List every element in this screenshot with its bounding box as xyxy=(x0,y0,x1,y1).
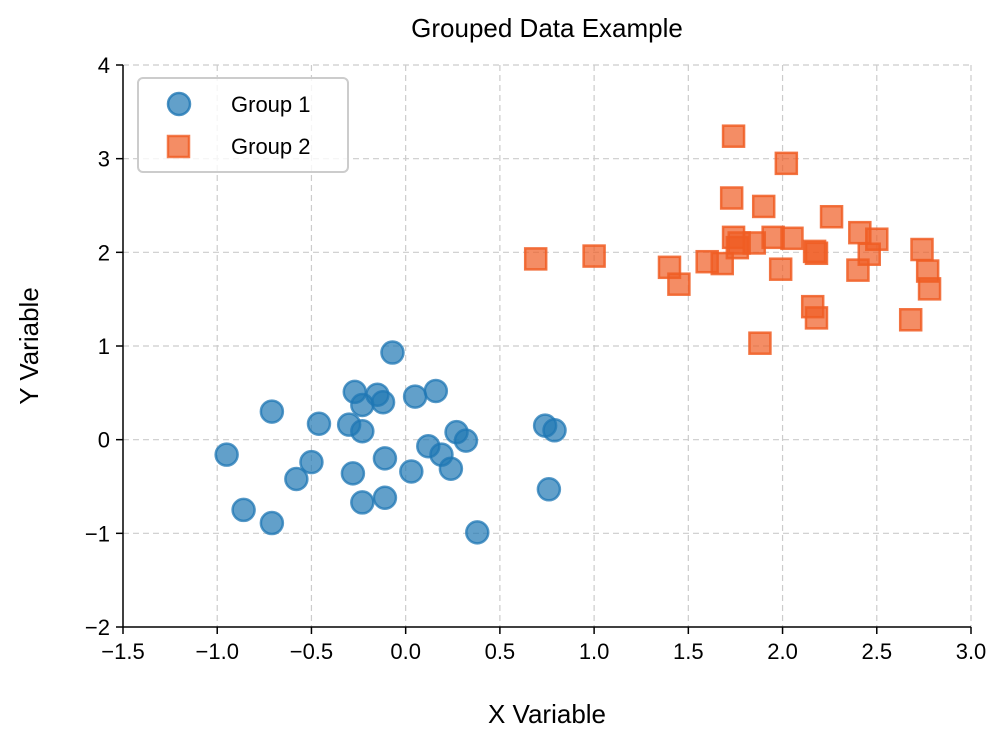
series-2 xyxy=(523,124,942,355)
data-point-square xyxy=(719,186,744,210)
data-point-circle xyxy=(370,389,396,415)
data-point-circle xyxy=(438,456,464,481)
data-points xyxy=(214,124,942,545)
legend-marker-group-2 xyxy=(166,134,191,159)
data-point-circle xyxy=(453,428,479,453)
y-tick-label: 2 xyxy=(98,240,110,265)
x-tick-label: 1.0 xyxy=(579,639,610,664)
data-point-square xyxy=(780,226,804,251)
x-tick-label: −1.5 xyxy=(101,639,144,664)
x-tick-label: −1.0 xyxy=(196,639,239,664)
data-point-circle xyxy=(423,378,449,404)
data-point-circle xyxy=(380,340,405,365)
data-point-circle xyxy=(465,520,490,545)
x-tick-label: −0.5 xyxy=(290,639,333,664)
data-point-square xyxy=(582,244,606,268)
legend-label-group-1: Group 1 xyxy=(231,92,311,117)
data-point-square xyxy=(768,257,793,281)
x-ticks: −1.5 −1.0 −0.5 0.0 0.5 1.0 1.5 2.0 2.5 3.0 xyxy=(101,627,986,664)
x-tick-label: 2.5 xyxy=(861,639,892,664)
data-point-circle xyxy=(214,442,239,467)
y-tick-label: −1 xyxy=(85,521,110,546)
data-point-square xyxy=(774,151,799,176)
legend-marker-group-1 xyxy=(166,91,192,117)
data-point-square xyxy=(898,308,923,332)
data-point-circle xyxy=(372,446,398,471)
data-point-square xyxy=(910,237,934,262)
data-point-circle xyxy=(402,384,428,409)
series-1 xyxy=(214,340,567,545)
y-tick-label: 0 xyxy=(98,428,110,453)
data-point-square xyxy=(721,124,746,148)
y-tick-label: 3 xyxy=(98,147,110,172)
data-point-circle xyxy=(284,466,309,492)
legend-label-group-2: Group 2 xyxy=(231,134,311,159)
data-point-circle xyxy=(399,459,424,484)
x-tick-label: 3.0 xyxy=(956,639,987,664)
x-tick-label: 1.5 xyxy=(673,639,704,664)
data-point-square xyxy=(667,272,691,296)
y-tick-label: 1 xyxy=(98,334,110,359)
data-point-circle xyxy=(542,418,567,443)
data-point-square xyxy=(751,194,776,219)
data-point-square xyxy=(523,247,548,271)
data-point-square xyxy=(748,331,772,355)
x-tick-label: 0.0 xyxy=(390,639,421,664)
y-tick-label: 4 xyxy=(98,53,110,78)
data-point-circle xyxy=(231,497,256,523)
data-point-circle xyxy=(350,418,375,444)
data-point-square xyxy=(917,277,942,301)
data-point-square xyxy=(819,204,844,229)
x-axis-label: X Variable xyxy=(488,699,606,729)
x-tick-label: 2.0 xyxy=(767,639,798,664)
data-point-square xyxy=(804,306,829,330)
y-axis-label: Y Variable xyxy=(14,287,44,405)
x-tick-label: 0.5 xyxy=(485,639,516,664)
legend: Group 1 Group 2 xyxy=(137,77,349,173)
y-tick-label: −2 xyxy=(85,615,110,640)
data-point-square xyxy=(865,227,889,251)
data-point-circle xyxy=(259,399,285,424)
data-point-circle xyxy=(536,477,562,502)
chart-title: Grouped Data Example xyxy=(411,13,683,43)
data-point-circle xyxy=(299,449,324,475)
data-point-circle xyxy=(306,411,332,436)
y-ticks: −2 −1 0 1 2 3 4 xyxy=(85,53,123,640)
data-point-square xyxy=(804,241,829,266)
data-point-circle xyxy=(259,510,285,536)
data-point-circle xyxy=(372,485,398,510)
data-point-circle xyxy=(350,490,375,515)
data-point-circle xyxy=(340,461,366,486)
